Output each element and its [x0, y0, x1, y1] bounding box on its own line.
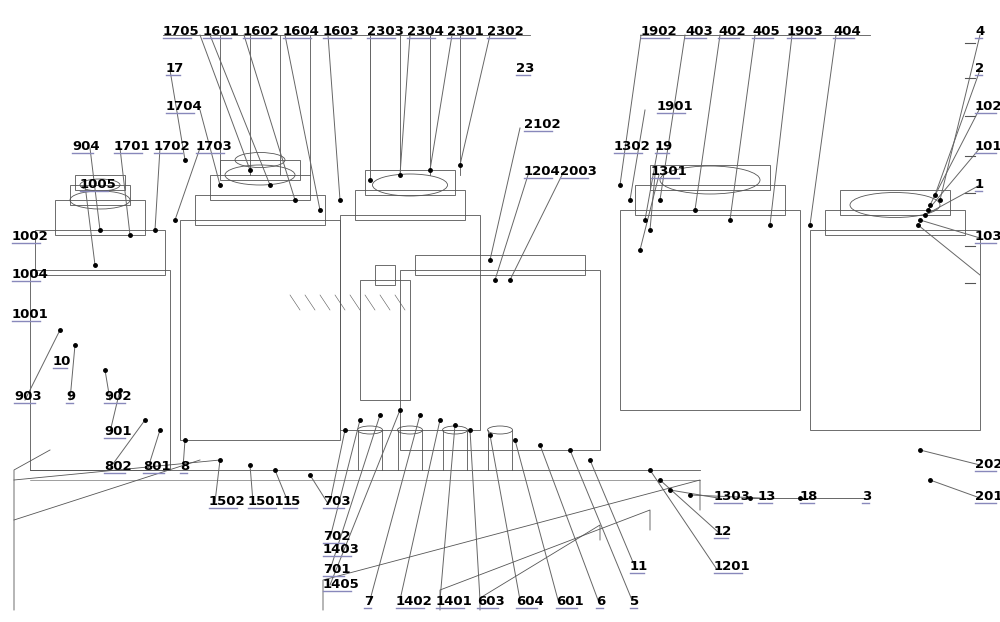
- Text: 601: 601: [556, 595, 584, 608]
- Text: 103: 103: [975, 230, 1000, 243]
- Bar: [620, 210, 800, 410]
- Text: 904: 904: [72, 140, 100, 153]
- Text: 1001: 1001: [12, 308, 49, 321]
- Text: 901: 901: [104, 425, 132, 438]
- Text: 701: 701: [323, 563, 351, 576]
- Text: 402: 402: [718, 25, 746, 38]
- Text: 1401: 1401: [436, 595, 473, 608]
- Text: 18: 18: [800, 490, 818, 503]
- Text: 903: 903: [14, 390, 42, 403]
- Text: 5: 5: [630, 595, 639, 608]
- Text: 101: 101: [975, 140, 1000, 153]
- Text: 1701: 1701: [114, 140, 151, 153]
- Text: 404: 404: [833, 25, 861, 38]
- Text: 603: 603: [477, 595, 505, 608]
- Bar: [55, 200, 145, 235]
- Text: 1201: 1201: [714, 560, 751, 573]
- Text: 1702: 1702: [154, 140, 191, 153]
- Text: 202: 202: [975, 458, 1000, 471]
- Text: 1902: 1902: [641, 25, 678, 38]
- Text: 201: 201: [975, 490, 1000, 503]
- Bar: [70, 185, 130, 205]
- Text: 703: 703: [323, 495, 351, 508]
- Text: 1204: 1204: [524, 165, 561, 178]
- Text: 2302: 2302: [487, 25, 524, 38]
- Text: 102: 102: [975, 100, 1000, 113]
- Bar: [355, 190, 465, 220]
- Text: 7: 7: [364, 595, 373, 608]
- Text: 6: 6: [596, 595, 605, 608]
- Text: 1002: 1002: [12, 230, 49, 243]
- Text: 802: 802: [104, 460, 132, 473]
- Text: 8: 8: [180, 460, 189, 473]
- Text: 2: 2: [975, 62, 984, 75]
- Text: 1302: 1302: [614, 140, 651, 153]
- Bar: [30, 270, 170, 470]
- Bar: [360, 280, 410, 400]
- Text: 801: 801: [143, 460, 171, 473]
- Text: 13: 13: [758, 490, 776, 503]
- Bar: [340, 215, 480, 430]
- Bar: [180, 220, 340, 440]
- Text: 405: 405: [752, 25, 780, 38]
- Text: 1901: 1901: [657, 100, 694, 113]
- Bar: [635, 185, 785, 215]
- Bar: [840, 190, 950, 215]
- Text: 1004: 1004: [12, 268, 49, 281]
- Text: 1501: 1501: [248, 495, 285, 508]
- Text: 1303: 1303: [714, 490, 751, 503]
- Text: 3: 3: [862, 490, 871, 503]
- Bar: [195, 195, 325, 225]
- Text: 1301: 1301: [651, 165, 688, 178]
- Text: 1402: 1402: [396, 595, 433, 608]
- Text: 1604: 1604: [283, 25, 320, 38]
- Bar: [220, 160, 300, 180]
- Bar: [810, 230, 980, 430]
- Text: 1405: 1405: [323, 578, 360, 591]
- Text: 4: 4: [975, 25, 984, 38]
- Text: 1601: 1601: [203, 25, 240, 38]
- Text: 1903: 1903: [787, 25, 824, 38]
- Text: 23: 23: [516, 62, 534, 75]
- Text: 15: 15: [283, 495, 301, 508]
- Text: 604: 604: [516, 595, 544, 608]
- Text: 1005: 1005: [80, 178, 117, 191]
- Text: 2003: 2003: [560, 165, 597, 178]
- Bar: [825, 210, 965, 235]
- Text: 1603: 1603: [323, 25, 360, 38]
- Bar: [365, 170, 455, 195]
- Text: 1: 1: [975, 178, 984, 191]
- Bar: [75, 175, 125, 190]
- Text: 2304: 2304: [407, 25, 444, 38]
- Text: 9: 9: [66, 390, 75, 403]
- Text: 17: 17: [166, 62, 184, 75]
- Text: 2301: 2301: [447, 25, 484, 38]
- Text: 702: 702: [323, 530, 351, 543]
- Bar: [35, 230, 165, 275]
- Bar: [650, 165, 770, 190]
- Bar: [210, 175, 310, 200]
- Text: 403: 403: [685, 25, 713, 38]
- Text: 1704: 1704: [166, 100, 203, 113]
- Text: 902: 902: [104, 390, 132, 403]
- Text: 12: 12: [714, 525, 732, 538]
- Text: 1703: 1703: [196, 140, 233, 153]
- Bar: [400, 270, 600, 450]
- Text: 11: 11: [630, 560, 648, 573]
- Text: 2102: 2102: [524, 118, 561, 131]
- Bar: [415, 255, 585, 275]
- Text: 1705: 1705: [163, 25, 200, 38]
- Bar: [375, 265, 395, 285]
- Text: 19: 19: [655, 140, 673, 153]
- Text: 2303: 2303: [367, 25, 404, 38]
- Text: 1502: 1502: [209, 495, 246, 508]
- Text: 10: 10: [53, 355, 71, 368]
- Text: 1602: 1602: [243, 25, 280, 38]
- Text: 1403: 1403: [323, 543, 360, 556]
